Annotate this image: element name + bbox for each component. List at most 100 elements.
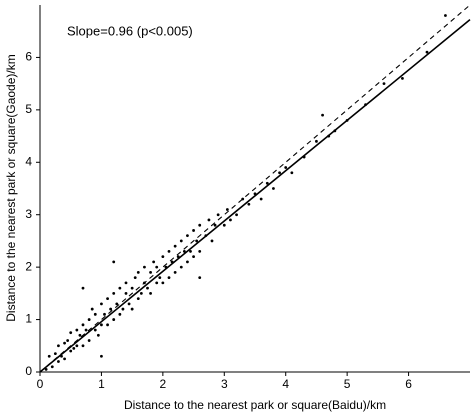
point (96, 333, 100, 337)
point (112, 318, 116, 321)
point (81, 344, 85, 348)
point (44, 367, 48, 371)
point (75, 328, 79, 332)
point (210, 239, 214, 243)
point (247, 202, 251, 206)
point (149, 270, 152, 274)
point (106, 323, 109, 327)
point (198, 250, 202, 253)
point (259, 197, 263, 201)
point (216, 213, 220, 217)
x-tick-label: 5 (344, 377, 351, 391)
point (93, 312, 97, 316)
point (93, 328, 97, 332)
y-tick-label: 6 (25, 50, 32, 64)
point (90, 307, 94, 311)
point (198, 223, 202, 227)
point (118, 312, 122, 316)
point (69, 349, 73, 353)
point (63, 341, 66, 345)
point (112, 291, 116, 295)
point (115, 302, 119, 306)
point (57, 344, 60, 348)
point (444, 14, 447, 17)
y-tick-label: 2 (25, 259, 32, 273)
point (158, 276, 162, 280)
point (130, 307, 134, 311)
point (155, 265, 159, 269)
point (152, 260, 156, 264)
point (146, 286, 149, 290)
point (225, 208, 229, 211)
point (198, 276, 202, 280)
point (207, 218, 211, 222)
point (173, 270, 177, 274)
point (84, 328, 88, 332)
point (139, 291, 143, 295)
point (382, 82, 386, 86)
point (425, 50, 429, 54)
x-tick-label: 2 (160, 377, 167, 391)
point (72, 347, 76, 350)
point (290, 171, 294, 175)
point (87, 339, 91, 342)
point (161, 255, 165, 259)
point (78, 333, 82, 337)
point (81, 286, 85, 290)
point (189, 250, 192, 253)
point (63, 357, 66, 361)
point (100, 302, 103, 306)
point (118, 286, 122, 290)
reference-line (39, 4, 471, 373)
y-tick-label: 4 (25, 154, 32, 168)
point (401, 77, 404, 80)
point (155, 281, 159, 285)
point (75, 344, 79, 348)
point (192, 255, 195, 259)
point (69, 331, 73, 335)
point (136, 297, 140, 300)
point (100, 323, 103, 327)
point (321, 113, 324, 117)
point (235, 213, 238, 217)
y-tick-label: 3 (25, 207, 32, 221)
point (121, 307, 125, 311)
point (186, 260, 189, 264)
point (127, 302, 131, 306)
x-tick-label: 3 (221, 377, 228, 391)
y-axis-label: Distance to the nearest park or square(G… (4, 54, 18, 321)
point (173, 244, 177, 248)
point (57, 360, 60, 363)
point (103, 312, 106, 316)
point (124, 281, 128, 285)
point (106, 297, 109, 300)
x-axis-label: Distance to the nearest park or square(B… (124, 398, 386, 412)
point (53, 352, 57, 356)
point (50, 365, 54, 369)
point (272, 187, 275, 190)
x-tick-label: 0 (37, 377, 44, 391)
point (149, 291, 152, 295)
point (265, 181, 269, 185)
point (100, 354, 103, 358)
point (133, 276, 137, 280)
point (222, 223, 226, 227)
point (112, 260, 116, 264)
point (87, 318, 91, 321)
point (213, 223, 217, 227)
point (47, 354, 51, 358)
point (136, 270, 140, 274)
point (124, 291, 128, 295)
point (66, 339, 70, 342)
annotation: Slope=0.96 (p<0.005) (67, 23, 193, 38)
point (229, 218, 232, 222)
y-tick-label: 5 (25, 102, 32, 116)
point (179, 239, 183, 243)
x-tick-label: 1 (98, 377, 105, 391)
point (109, 307, 113, 311)
point (81, 323, 85, 327)
point (161, 281, 165, 285)
fit-line (39, 19, 471, 373)
